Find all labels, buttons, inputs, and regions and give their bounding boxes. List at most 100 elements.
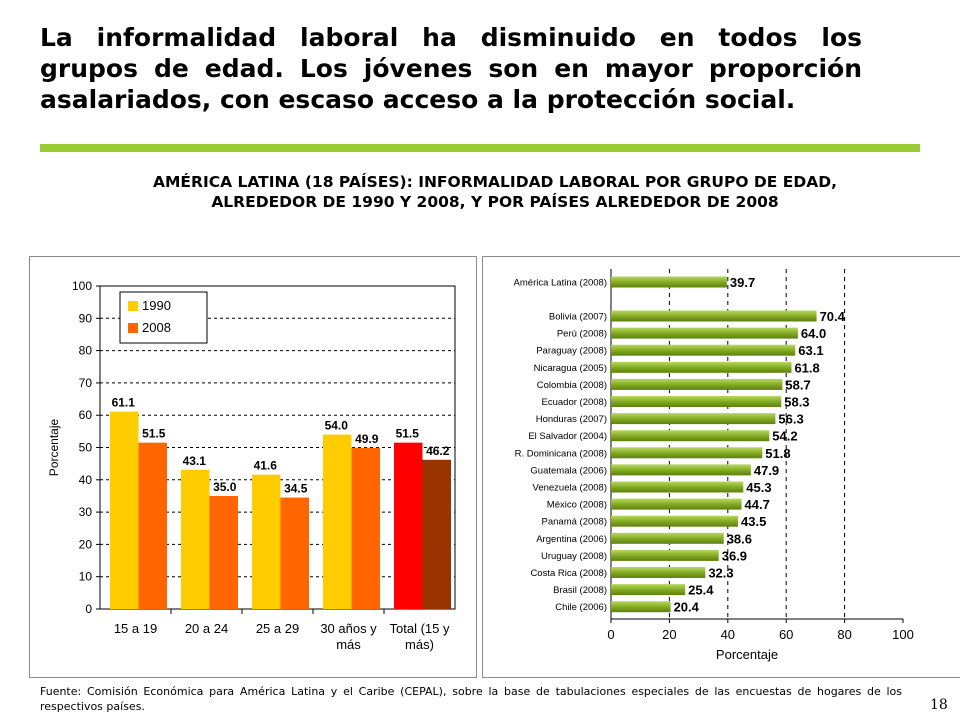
country-chart: 0 20 40 60 80 100 Porcentaje América Latina (20… — [514, 269, 914, 662]
country-bar — [611, 584, 686, 596]
value-label: 20.4 — [674, 600, 700, 615]
y-tick-label: 100 — [72, 279, 92, 293]
y-tick-label: 0 — [85, 602, 92, 616]
country-label: Guatemala (2006) — [530, 465, 607, 476]
country-bar — [611, 396, 782, 407]
x-category-label: 30 años y — [320, 621, 377, 636]
country-label: América Latina (2008) — [514, 278, 607, 289]
country-chart-panel: 0 20 40 60 80 100 Porcentaje América Latina (20… — [482, 256, 960, 678]
age-group-chart-panel: 0 10 20 30 40 50 60 70 80 90 100 Porcentaje 61.1 51.5… — [29, 256, 477, 678]
country-bar — [611, 378, 783, 390]
country-label: Colombia (2008) — [537, 380, 607, 391]
legend-swatch-2008 — [128, 323, 138, 333]
legend-label-2008: 2008 — [142, 320, 171, 335]
value-label: 36.9 — [722, 548, 747, 563]
data-label-2008: 49.9 — [355, 432, 379, 446]
value-label: 58.7 — [785, 377, 810, 392]
country-label: Nicaragua (2005) — [534, 363, 607, 374]
data-label-2008: 35.0 — [213, 480, 237, 494]
value-label: 61.8 — [794, 360, 819, 375]
value-label: 47.9 — [754, 463, 779, 478]
x-category-label: 20 a 24 — [185, 621, 228, 636]
country-bar — [611, 464, 751, 476]
country-bar — [611, 327, 798, 339]
bar-1990 — [323, 434, 352, 609]
data-label-1990: 41.6 — [254, 459, 278, 473]
country-label: Ecuador (2008) — [542, 397, 607, 408]
value-label: 70.4 — [820, 309, 846, 324]
country-label: Paraguay (2008) — [536, 346, 607, 357]
data-label-1990: 43.1 — [183, 454, 207, 468]
y-tick-label: 90 — [79, 311, 93, 325]
country-bar — [611, 601, 671, 613]
value-label: 56.3 — [778, 412, 803, 427]
bar-2008 — [209, 495, 238, 609]
x-category-label: 15 a 19 — [114, 621, 157, 636]
y-tick-label: 80 — [79, 344, 93, 358]
country-bar — [611, 430, 770, 442]
data-label-1990: 51.5 — [396, 427, 420, 441]
bar-2008 — [422, 459, 451, 609]
y-tick-label: 70 — [79, 376, 93, 390]
country-bar — [611, 344, 796, 356]
country-bar — [611, 447, 763, 459]
value-label: 64.0 — [801, 326, 826, 341]
value-label: 45.3 — [746, 480, 771, 495]
x-tick-label: 40 — [721, 627, 735, 642]
legend-swatch-1990 — [128, 301, 138, 311]
accent-rule — [40, 144, 920, 152]
bar-2008 — [280, 497, 309, 609]
country-label: Chile (2006) — [555, 602, 607, 613]
x-tick-label: 80 — [837, 627, 851, 642]
x-tick-label: 0 — [607, 627, 614, 642]
x-category-label: 25 a 29 — [256, 621, 299, 636]
country-bar — [611, 549, 719, 561]
data-label-2008: 46.2 — [426, 444, 450, 458]
country-label: Venezuela (2008) — [533, 483, 607, 494]
country-label: Argentina (2006) — [536, 534, 607, 545]
y-axis-title: Porcentaje — [47, 418, 61, 476]
country-bar — [611, 481, 744, 493]
country-label: Honduras (2007) — [536, 414, 607, 425]
bar-2008 — [138, 442, 167, 609]
value-label: 54.2 — [772, 429, 797, 444]
value-label: 25.4 — [688, 583, 714, 598]
country-label: Perú (2008) — [557, 329, 607, 340]
legend-label-1990: 1990 — [142, 298, 171, 313]
source-note: Fuente: Comisión Económica para América … — [40, 685, 902, 713]
x-tick-label: 60 — [779, 627, 793, 642]
country-bar — [611, 515, 739, 527]
value-label: 58.3 — [784, 395, 809, 410]
bar-1990 — [181, 469, 210, 609]
data-label-2008: 34.5 — [284, 482, 308, 496]
x-tick-label: 100 — [892, 627, 914, 642]
country-label: Costa Rica (2008) — [530, 568, 607, 579]
country-label: El Salvador (2004) — [528, 431, 607, 442]
bar-2008 — [351, 447, 380, 609]
value-label: 39.7 — [730, 275, 755, 290]
legend-box — [119, 291, 208, 344]
y-tick-label: 20 — [79, 537, 93, 551]
y-tick-label: 10 — [79, 570, 93, 584]
y-tick-label: 30 — [79, 505, 93, 519]
country-label: Panamá (2008) — [542, 517, 607, 528]
slide-headline: La informalidad laboral ha disminuido en… — [40, 23, 862, 114]
country-label: R. Dominicana (2008) — [515, 448, 607, 459]
country-bar — [611, 413, 776, 425]
bar-1990 — [394, 442, 423, 609]
value-label: 38.6 — [727, 531, 752, 546]
country-bar — [611, 498, 742, 510]
chart-title: AMÉRICA LATINA (18 PAÍSES): INFORMALIDAD… — [153, 173, 837, 211]
country-bar — [611, 361, 792, 373]
data-label-2008: 51.5 — [142, 427, 166, 441]
value-label: 43.5 — [741, 514, 766, 529]
x-tick-label: 20 — [662, 627, 676, 642]
country-bar — [611, 276, 727, 288]
country-bar — [611, 567, 706, 578]
y-tick-label: 50 — [79, 441, 93, 455]
page-number: 18 — [930, 697, 948, 713]
country-bar — [611, 310, 817, 322]
x-category-label: Total (15 y — [390, 621, 450, 636]
legend: 1990 2008 — [119, 291, 208, 344]
value-label: 32.3 — [708, 566, 733, 581]
